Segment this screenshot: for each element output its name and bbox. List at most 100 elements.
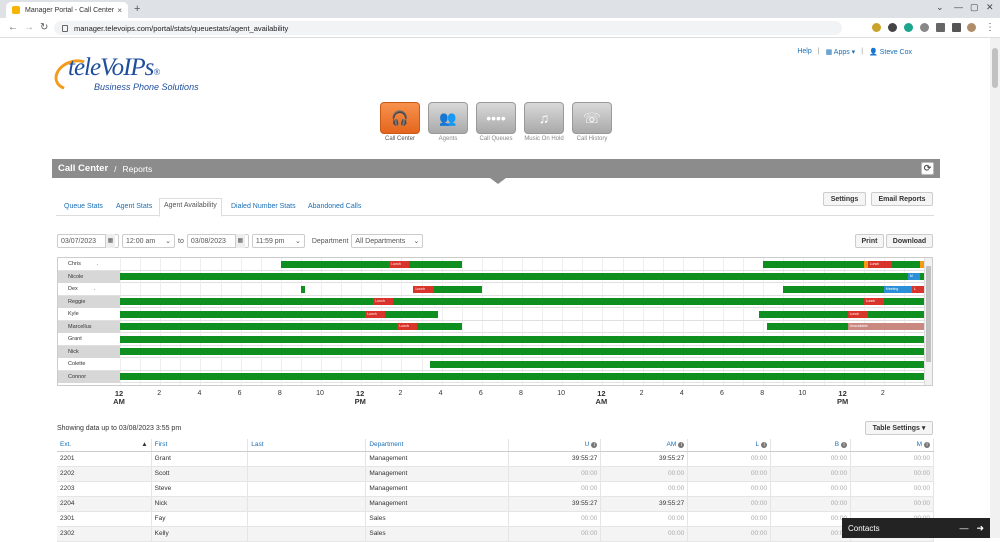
download-button[interactable]: Download (886, 234, 933, 248)
reload-icon[interactable]: ↻ (40, 22, 49, 33)
status-segment[interactable] (919, 260, 924, 268)
column-header[interactable]: First (151, 439, 249, 452)
tab-agent-stats[interactable]: Agent Stats (116, 203, 153, 210)
settings-button[interactable]: Settings (823, 192, 866, 206)
status-segment[interactable]: Lunch (847, 310, 868, 318)
department-select[interactable]: All Departments ⌄ (351, 234, 424, 248)
available-bar[interactable] (120, 373, 924, 380)
available-bar[interactable] (300, 285, 305, 293)
column-header[interactable]: Department (365, 439, 510, 452)
page-scrollbar[interactable] (990, 38, 1000, 538)
status-segment[interactable] (863, 260, 868, 268)
column-header[interactable]: Last (247, 439, 367, 452)
status-segment[interactable]: Lunch (397, 323, 418, 330)
end-time-select[interactable]: 11:59 pm ⌄ (251, 234, 305, 248)
column-header[interactable]: AM i (600, 439, 689, 452)
tab-queue-stats[interactable]: Queue Stats (64, 203, 103, 210)
timeline-scrollbar[interactable] (924, 258, 932, 385)
app-call-queues[interactable]: •••• Call Queues (476, 102, 516, 143)
available-bar[interactable] (767, 323, 848, 330)
info-icon[interactable]: i (841, 441, 848, 448)
available-bar[interactable] (120, 310, 438, 318)
extension-icon[interactable] (888, 23, 897, 32)
available-bar[interactable] (429, 360, 924, 368)
refresh-icon[interactable]: ⟳ (921, 162, 934, 175)
status-segment[interactable]: Lunch (863, 298, 884, 305)
page-scrollbar-thumb[interactable] (992, 48, 998, 88)
tab-abandoned-calls[interactable]: Abandoned Calls (308, 203, 362, 210)
app-agents[interactable]: 👥 Agents (428, 102, 468, 143)
profile-avatar-icon[interactable] (967, 23, 976, 32)
available-bar[interactable] (120, 298, 924, 305)
extension-icon[interactable] (904, 23, 913, 32)
app-call-center[interactable]: 🎧 Call Center (380, 102, 420, 143)
status-segment[interactable]: Unavailable (847, 323, 924, 330)
available-bar[interactable] (759, 310, 924, 318)
new-tab-icon[interactable]: + (134, 3, 141, 15)
minimize-icon[interactable]: — (954, 2, 963, 12)
available-bar[interactable] (120, 273, 924, 280)
email-reports-button[interactable]: Email Reports (871, 192, 933, 206)
status-segment[interactable]: M (907, 273, 920, 280)
sort-asc-icon[interactable]: ▲ (141, 441, 148, 449)
extension-icon[interactable] (920, 23, 929, 32)
info-icon[interactable]: i (924, 441, 930, 448)
extension-icon[interactable] (872, 23, 881, 32)
status-segment[interactable]: Lunch (867, 260, 892, 268)
timeline-scrollbar-thumb[interactable] (926, 266, 931, 362)
url-field[interactable]: manager.televoips.com/portal/stats/queue… (54, 21, 842, 35)
status-segment[interactable]: Lunch (373, 298, 394, 305)
popout-arrow-icon[interactable]: ➜ (976, 522, 984, 533)
table-row[interactable]: 2202 Scott Management 00:00 00:00 00:00 00:00 0… (57, 466, 934, 482)
info-icon[interactable]: i (761, 441, 768, 448)
status-segment[interactable]: Meeting (883, 285, 912, 293)
sidepanel-icon[interactable] (952, 23, 961, 32)
available-bar[interactable] (763, 260, 924, 268)
close-window-icon[interactable]: ✕ (986, 2, 994, 12)
tab-agent-availability[interactable]: Agent Availability (159, 198, 222, 217)
available-bar[interactable] (280, 260, 462, 268)
info-icon[interactable]: i (591, 441, 598, 448)
minimize-icon[interactable]: — (959, 522, 969, 533)
end-date-input[interactable]: 03/08/2023 ▦ (186, 234, 249, 248)
info-icon[interactable]: i (678, 441, 685, 448)
available-bar[interactable] (783, 285, 924, 293)
available-bar[interactable] (120, 386, 924, 387)
help-link[interactable]: Help (797, 48, 812, 55)
televoips-logo[interactable]: teleVoIPs® Business Phone Solutions (50, 52, 214, 96)
available-bar[interactable] (120, 348, 924, 355)
available-bar[interactable] (120, 335, 924, 343)
maximize-icon[interactable]: ▢ (970, 2, 979, 12)
print-button[interactable]: Print (855, 234, 884, 248)
available-bar[interactable] (120, 323, 462, 330)
table-row[interactable]: 2201 Grant Management 39:55:27 39:55:27 00:00… (57, 451, 934, 467)
status-segment[interactable]: Lunch (389, 260, 410, 268)
apps-link[interactable]: ▦ Apps ▾ (826, 48, 856, 56)
app-music-on-hold[interactable]: ♫ Music On Hold (524, 102, 564, 143)
table-settings-button[interactable]: Table Settings ▾ (865, 421, 933, 435)
back-icon[interactable]: ← (8, 22, 18, 33)
status-segment[interactable]: Lunch (413, 285, 434, 293)
status-segment[interactable]: L (911, 285, 924, 293)
user-link[interactable]: 👤 Steve Cox (869, 48, 912, 56)
puzzle-icon[interactable] (936, 23, 945, 32)
table-row[interactable]: 2204 Nick Management 39:55:27 39:55:27 00:00 0… (57, 496, 934, 512)
browser-tab[interactable]: Manager Portal - Call Center × (6, 2, 128, 18)
start-date-input[interactable]: 03/07/2023 ▦ (57, 234, 119, 248)
table-row[interactable]: 2203 Steve Management 00:00 00:00 00:00 00:00 0… (57, 481, 934, 497)
contacts-panel[interactable]: Contacts — ➜ (842, 518, 990, 538)
calendar-icon[interactable]: ▦ (105, 234, 115, 248)
forward-icon[interactable]: → (24, 22, 34, 33)
close-tab-icon[interactable]: × (117, 5, 122, 15)
app-call-history[interactable]: ☏ Call History (572, 102, 612, 143)
chevron-down-icon[interactable]: ⌄ (936, 2, 944, 12)
status-segment[interactable]: Lunch (365, 310, 386, 318)
calendar-icon[interactable]: ▦ (234, 234, 245, 248)
column-header[interactable]: Ext. ▲ (57, 439, 152, 452)
